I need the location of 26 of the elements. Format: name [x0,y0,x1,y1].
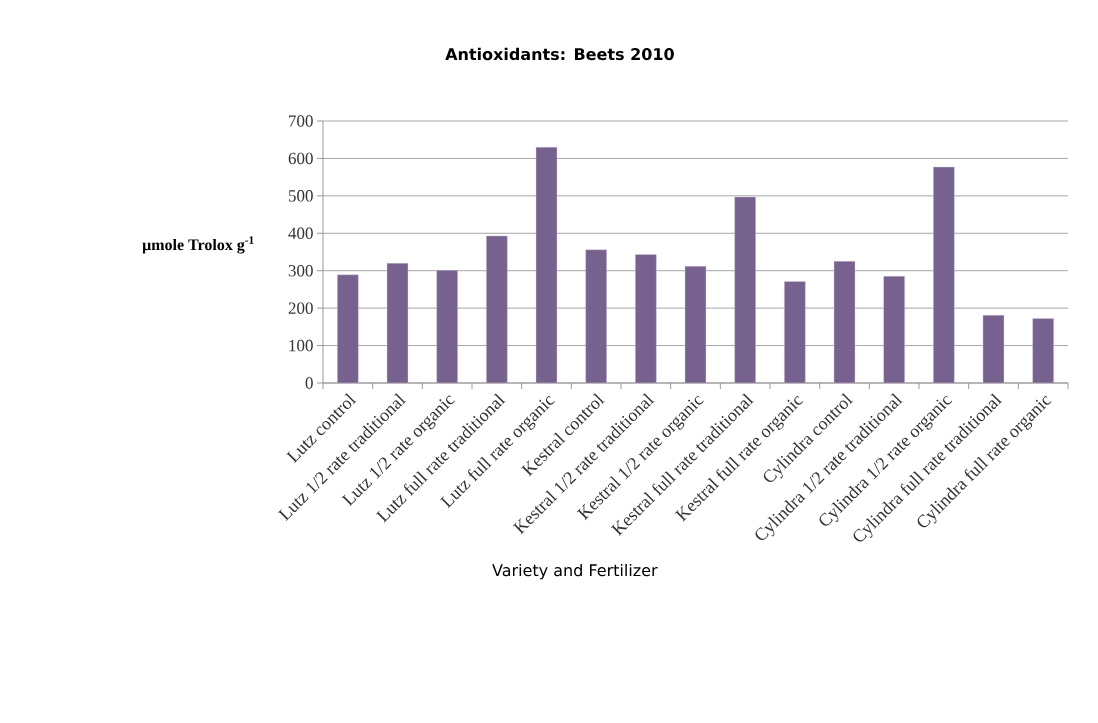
y-axis-title: μmole Trolox g$^{-1}$ [142,236,254,254]
y-tick-label: 500 [288,190,313,202]
bar [684,266,707,384]
bar [486,235,508,384]
bar [933,166,955,384]
chart-title: Antioxidants: Beets 2010 [445,47,674,61]
y-tick-label: 0 [305,377,313,389]
bar [535,146,558,384]
bar [436,270,458,384]
y-tick-label: 600 [288,152,313,165]
bar [635,254,657,384]
bar [734,196,756,384]
y-tick-label: 100 [289,339,313,352]
bar [585,249,607,384]
y-tick-label: 200 [288,302,313,314]
bar [833,261,856,384]
bar [386,263,409,384]
y-tick-label: 700 [289,115,313,127]
bar [883,276,905,384]
y-tick-label: 400 [288,227,313,240]
bar [982,315,1005,384]
bar [337,274,359,384]
bar [1032,318,1054,384]
x-axis-title: Variety and Fertilizer [492,563,658,580]
y-tick-label: 300 [288,264,313,277]
bar [784,281,806,384]
